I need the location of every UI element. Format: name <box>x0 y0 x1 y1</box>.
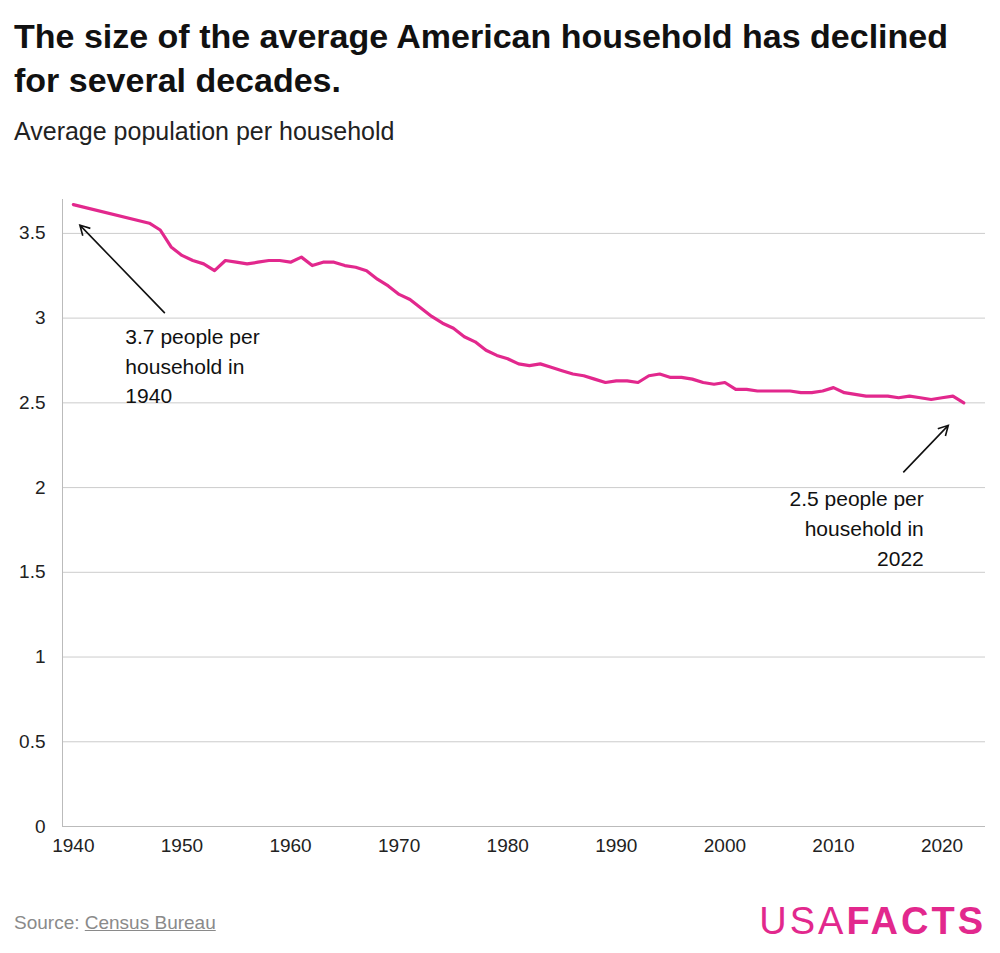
html-text:Average population per househo: Average population per household <box>14 117 395 145</box>
svg-text:0: 0 <box>35 816 46 837</box>
svg-text:1.5: 1.5 <box>19 561 45 582</box>
html-text:The size of the average Americ: The size of the average American househo… <box>14 17 948 99</box>
html-text:USA FACTS: USA FACTS <box>759 900 986 942</box>
svg-text:1940: 1940 <box>52 835 94 856</box>
svg-text:2000: 2000 <box>704 835 746 856</box>
svg-text:2.5 people perhousehold in2022: 2.5 people perhousehold in2022 <box>790 487 924 570</box>
svg-text:2: 2 <box>35 477 46 498</box>
svg-text:1990: 1990 <box>595 835 637 856</box>
svg-text:2020: 2020 <box>921 835 963 856</box>
html-text:Source: Census Bureau: Source: Census Bureau <box>14 912 216 933</box>
svg-text:3.5: 3.5 <box>19 222 45 243</box>
svg-text:3.7 people perhousehold in1940: 3.7 people perhousehold in1940 <box>125 325 259 408</box>
svg-text:1980: 1980 <box>487 835 529 856</box>
svg-text:0.5: 0.5 <box>19 731 45 752</box>
svg-text:3: 3 <box>35 307 46 328</box>
svg-text:2.5: 2.5 <box>19 392 45 413</box>
svg-text:1950: 1950 <box>161 835 203 856</box>
svg-text:1960: 1960 <box>269 835 311 856</box>
svg-text:1: 1 <box>35 646 46 667</box>
svg-text:1970: 1970 <box>378 835 420 856</box>
svg-text:2010: 2010 <box>812 835 854 856</box>
